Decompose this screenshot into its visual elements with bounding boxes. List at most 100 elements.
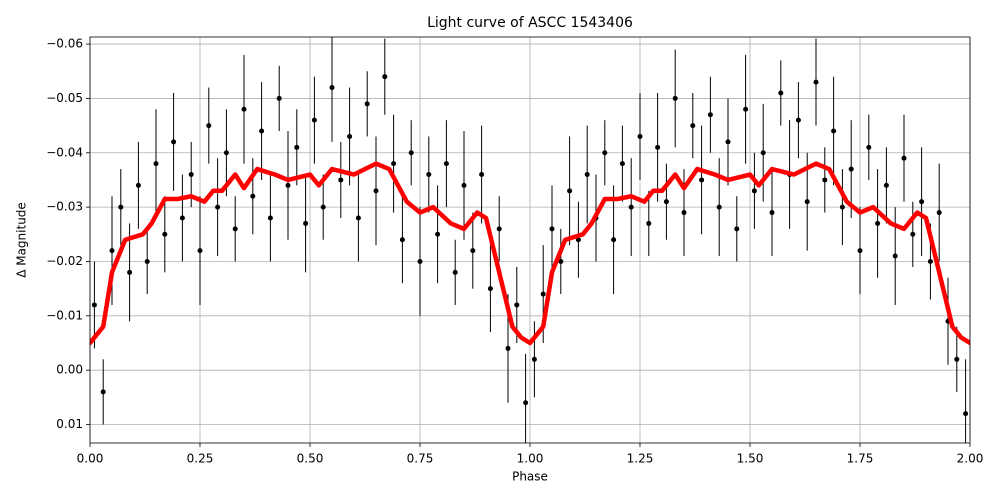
x-tick-label: 0.00 xyxy=(77,452,104,466)
data-point xyxy=(743,106,749,112)
data-point xyxy=(901,155,907,161)
data-point xyxy=(602,150,608,156)
data-point xyxy=(179,215,185,221)
data-point xyxy=(153,161,159,167)
data-point xyxy=(470,248,476,254)
x-tick-label: 1.25 xyxy=(627,452,654,466)
data-point xyxy=(505,345,511,351)
data-point xyxy=(646,220,652,226)
data-point xyxy=(611,237,617,243)
y-tick-label: 0.01 xyxy=(56,417,83,431)
data-point xyxy=(223,150,229,156)
data-point xyxy=(540,291,546,297)
y-tick-label: −0.01 xyxy=(46,308,83,322)
data-point xyxy=(804,199,810,205)
data-point xyxy=(347,133,353,139)
data-point xyxy=(936,210,942,216)
data-point xyxy=(487,286,493,292)
data-point xyxy=(725,139,731,145)
y-tick-label: −0.06 xyxy=(46,37,83,51)
data-point xyxy=(681,210,687,216)
data-point xyxy=(461,182,467,188)
x-tick-label: 1.75 xyxy=(847,452,874,466)
data-point xyxy=(267,215,273,221)
y-tick-label: 0.00 xyxy=(56,363,83,377)
data-point xyxy=(813,79,819,85)
data-point xyxy=(118,204,124,210)
data-point xyxy=(866,144,872,150)
data-point xyxy=(443,161,449,167)
data-point xyxy=(734,226,740,232)
data-point xyxy=(919,199,925,205)
data-point xyxy=(663,199,669,205)
data-point xyxy=(523,400,529,406)
data-point xyxy=(232,226,238,232)
data-point xyxy=(690,123,696,129)
data-point xyxy=(355,215,361,221)
x-tick-label: 2.00 xyxy=(957,452,984,466)
data-point xyxy=(831,128,837,134)
data-point xyxy=(619,161,625,167)
data-point xyxy=(558,258,564,264)
data-point xyxy=(91,302,97,308)
data-point xyxy=(294,144,300,150)
data-point xyxy=(954,356,960,362)
data-point xyxy=(197,248,203,254)
data-point xyxy=(637,133,643,139)
data-point xyxy=(628,204,634,210)
x-tick-label: 0.25 xyxy=(187,452,214,466)
y-axis-label: Δ Magnitude xyxy=(15,202,29,278)
data-point xyxy=(549,226,555,232)
data-point xyxy=(672,95,678,101)
data-point xyxy=(778,90,784,96)
data-point xyxy=(144,258,150,264)
data-point xyxy=(575,237,581,243)
data-point xyxy=(408,150,414,156)
data-point xyxy=(567,188,573,194)
data-point xyxy=(109,248,115,254)
data-point xyxy=(364,101,370,107)
data-point xyxy=(707,112,713,118)
data-point xyxy=(839,204,845,210)
data-point xyxy=(716,204,722,210)
data-point xyxy=(452,269,458,275)
data-point xyxy=(391,161,397,167)
data-point xyxy=(329,85,335,91)
x-axis-label: Phase xyxy=(512,470,548,484)
data-point xyxy=(188,172,194,178)
data-point xyxy=(206,123,212,129)
x-tick-label: 0.50 xyxy=(297,452,324,466)
trend-line xyxy=(90,161,970,346)
grid xyxy=(89,37,971,443)
data-point xyxy=(320,204,326,210)
data-point xyxy=(655,144,661,150)
data-point xyxy=(417,258,423,264)
data-point xyxy=(795,117,801,123)
data-point xyxy=(496,226,502,232)
data-point xyxy=(760,150,766,156)
data-point xyxy=(162,231,168,237)
data-point xyxy=(875,220,881,226)
data-point xyxy=(241,106,247,112)
data-point xyxy=(892,253,898,259)
data-point xyxy=(399,237,405,243)
data-point xyxy=(373,188,379,194)
data-point xyxy=(822,177,828,183)
data-point xyxy=(311,117,317,123)
data-point xyxy=(857,248,863,254)
y-tick-label: −0.02 xyxy=(46,254,83,268)
y-tick-label: −0.05 xyxy=(46,91,83,105)
data-point xyxy=(171,139,177,145)
data-point xyxy=(127,269,133,275)
axes: 0.00 0.25 0.50 0.75 1.00 1.25 1.50 1.75 2.00 0.01… xyxy=(46,37,983,466)
data-point xyxy=(250,193,256,199)
data-point xyxy=(751,188,757,194)
data-point xyxy=(303,220,309,226)
data-point xyxy=(769,210,775,216)
data-point xyxy=(338,177,344,183)
data-point xyxy=(963,411,969,417)
data-point xyxy=(135,182,141,188)
data-point xyxy=(927,258,933,264)
data-point xyxy=(883,182,889,188)
data-point xyxy=(584,172,590,178)
